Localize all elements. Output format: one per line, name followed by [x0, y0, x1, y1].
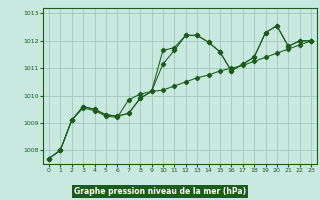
Text: Graphe pression niveau de la mer (hPa): Graphe pression niveau de la mer (hPa) — [74, 187, 246, 196]
